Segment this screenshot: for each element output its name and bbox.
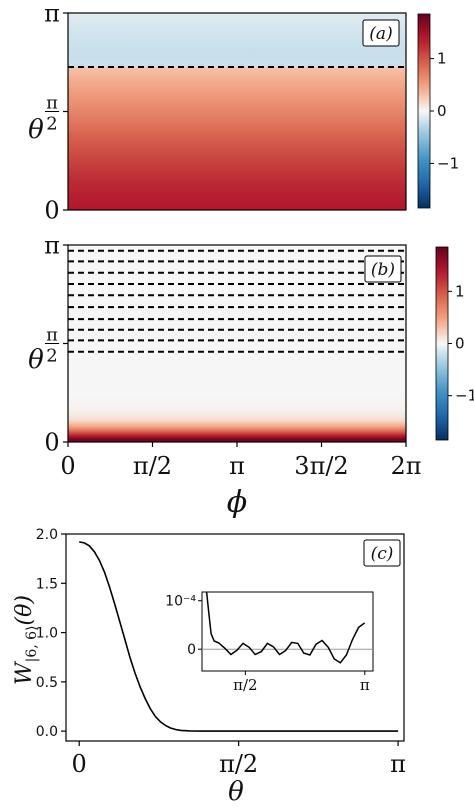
panel-c-ylabel-arg: (θ) [12,595,37,625]
x-tick-label: 2π [390,452,421,480]
colorbar-tick-label: 0 [455,335,465,353]
panel-b-ylabel: θ [28,345,44,375]
panel-a-colorbar [417,13,431,209]
panel-b-colorbar-ticks: 1 0 −1 [448,282,474,405]
svg-text:W|6, 6⟩(θ): W|6, 6⟩(θ) [12,595,40,685]
inset-y-tick-label: 0 [187,642,196,658]
x-tick-label: π [390,750,406,778]
colorbar-tick-label: 1 [455,282,465,300]
inset-y-tick-label: 10⁻⁴ [165,594,196,610]
colorbar-tick-label: 1 [437,50,447,68]
y-tick-label: 2 [46,114,57,135]
y-tick-label: 2 [46,346,57,367]
colorbar-tick-label: −1 [455,387,474,405]
panel-a-ylabel: θ [28,115,44,145]
panel-c-ylabel-sub: |6, 6⟩ [24,625,40,662]
panel-b-label: (b) [371,260,395,280]
y-tick-label: π [44,231,60,259]
panel-c-x-ticks: 0 π/2 π [72,741,406,778]
inset-x-tick-label: π/2 [233,676,257,694]
panel-b-xlabel: ϕ [227,485,247,520]
x-tick-label: π/2 [219,750,258,778]
panel-c-label: (c) [371,544,394,564]
panel-c-inset: 0 10⁻⁴ π/2 π [165,591,374,694]
x-tick-label: π/2 [133,452,172,480]
colorbar-tick-label: −1 [437,154,459,172]
y-tick-label: 0 [44,196,59,224]
y-tick-label: 0 [44,428,59,456]
y-tick-label: 1.0 [36,626,58,642]
panel-b-nodal-lines [68,249,406,353]
x-tick-label: 3π/2 [294,452,348,480]
y-tick-label: 0.5 [36,675,58,691]
panel-c-curve [79,541,399,732]
y-tick-label: 2.0 [36,527,58,543]
y-tick-label: π [44,0,60,27]
panel-c-ylabel: W|6, 6⟩(θ) [12,595,40,685]
inset-frame [201,591,374,672]
panel-a-label-box: (a) [362,19,400,47]
panel-b-colorbar [435,246,449,441]
inset-curve [205,591,366,664]
panel-c-ylabel-main: W [12,660,37,685]
panel-a-heatmap [68,13,406,210]
y-tick-label: 0.0 [36,724,58,740]
panel-b-x-ticks: 0 π/2 π 3π/2 2π [60,442,422,480]
panel-c-xlabel: θ [228,777,244,807]
panel-c-label-box: (c) [363,539,401,567]
y-tick-label: π [46,325,58,346]
panel-a-label: (a) [369,24,392,44]
inset-x-tick-label: π [360,676,370,694]
colorbar-tick-label: 0 [437,102,447,120]
panel-c-y-ticks: 0.0 0.5 1.0 1.5 2.0 [36,527,66,740]
inset-ticks: 0 10⁻⁴ π/2 π [165,594,370,694]
panel-a-colorbar-ticks: 1 0 −1 [430,50,459,172]
y-tick-label: 1.5 [36,576,58,592]
panel-c: 0.0 0.5 1.0 1.5 2.0 0 π/2 π (c) θ W|6, 6⟩(θ) 0… [12,527,406,807]
x-tick-label: 0 [60,452,75,480]
panel-b-label-box: (b) [364,255,402,283]
y-tick-label: π [46,93,58,114]
x-tick-label: π [229,452,245,480]
x-tick-label: 0 [72,750,87,778]
panel-b-heatmap [68,245,406,442]
